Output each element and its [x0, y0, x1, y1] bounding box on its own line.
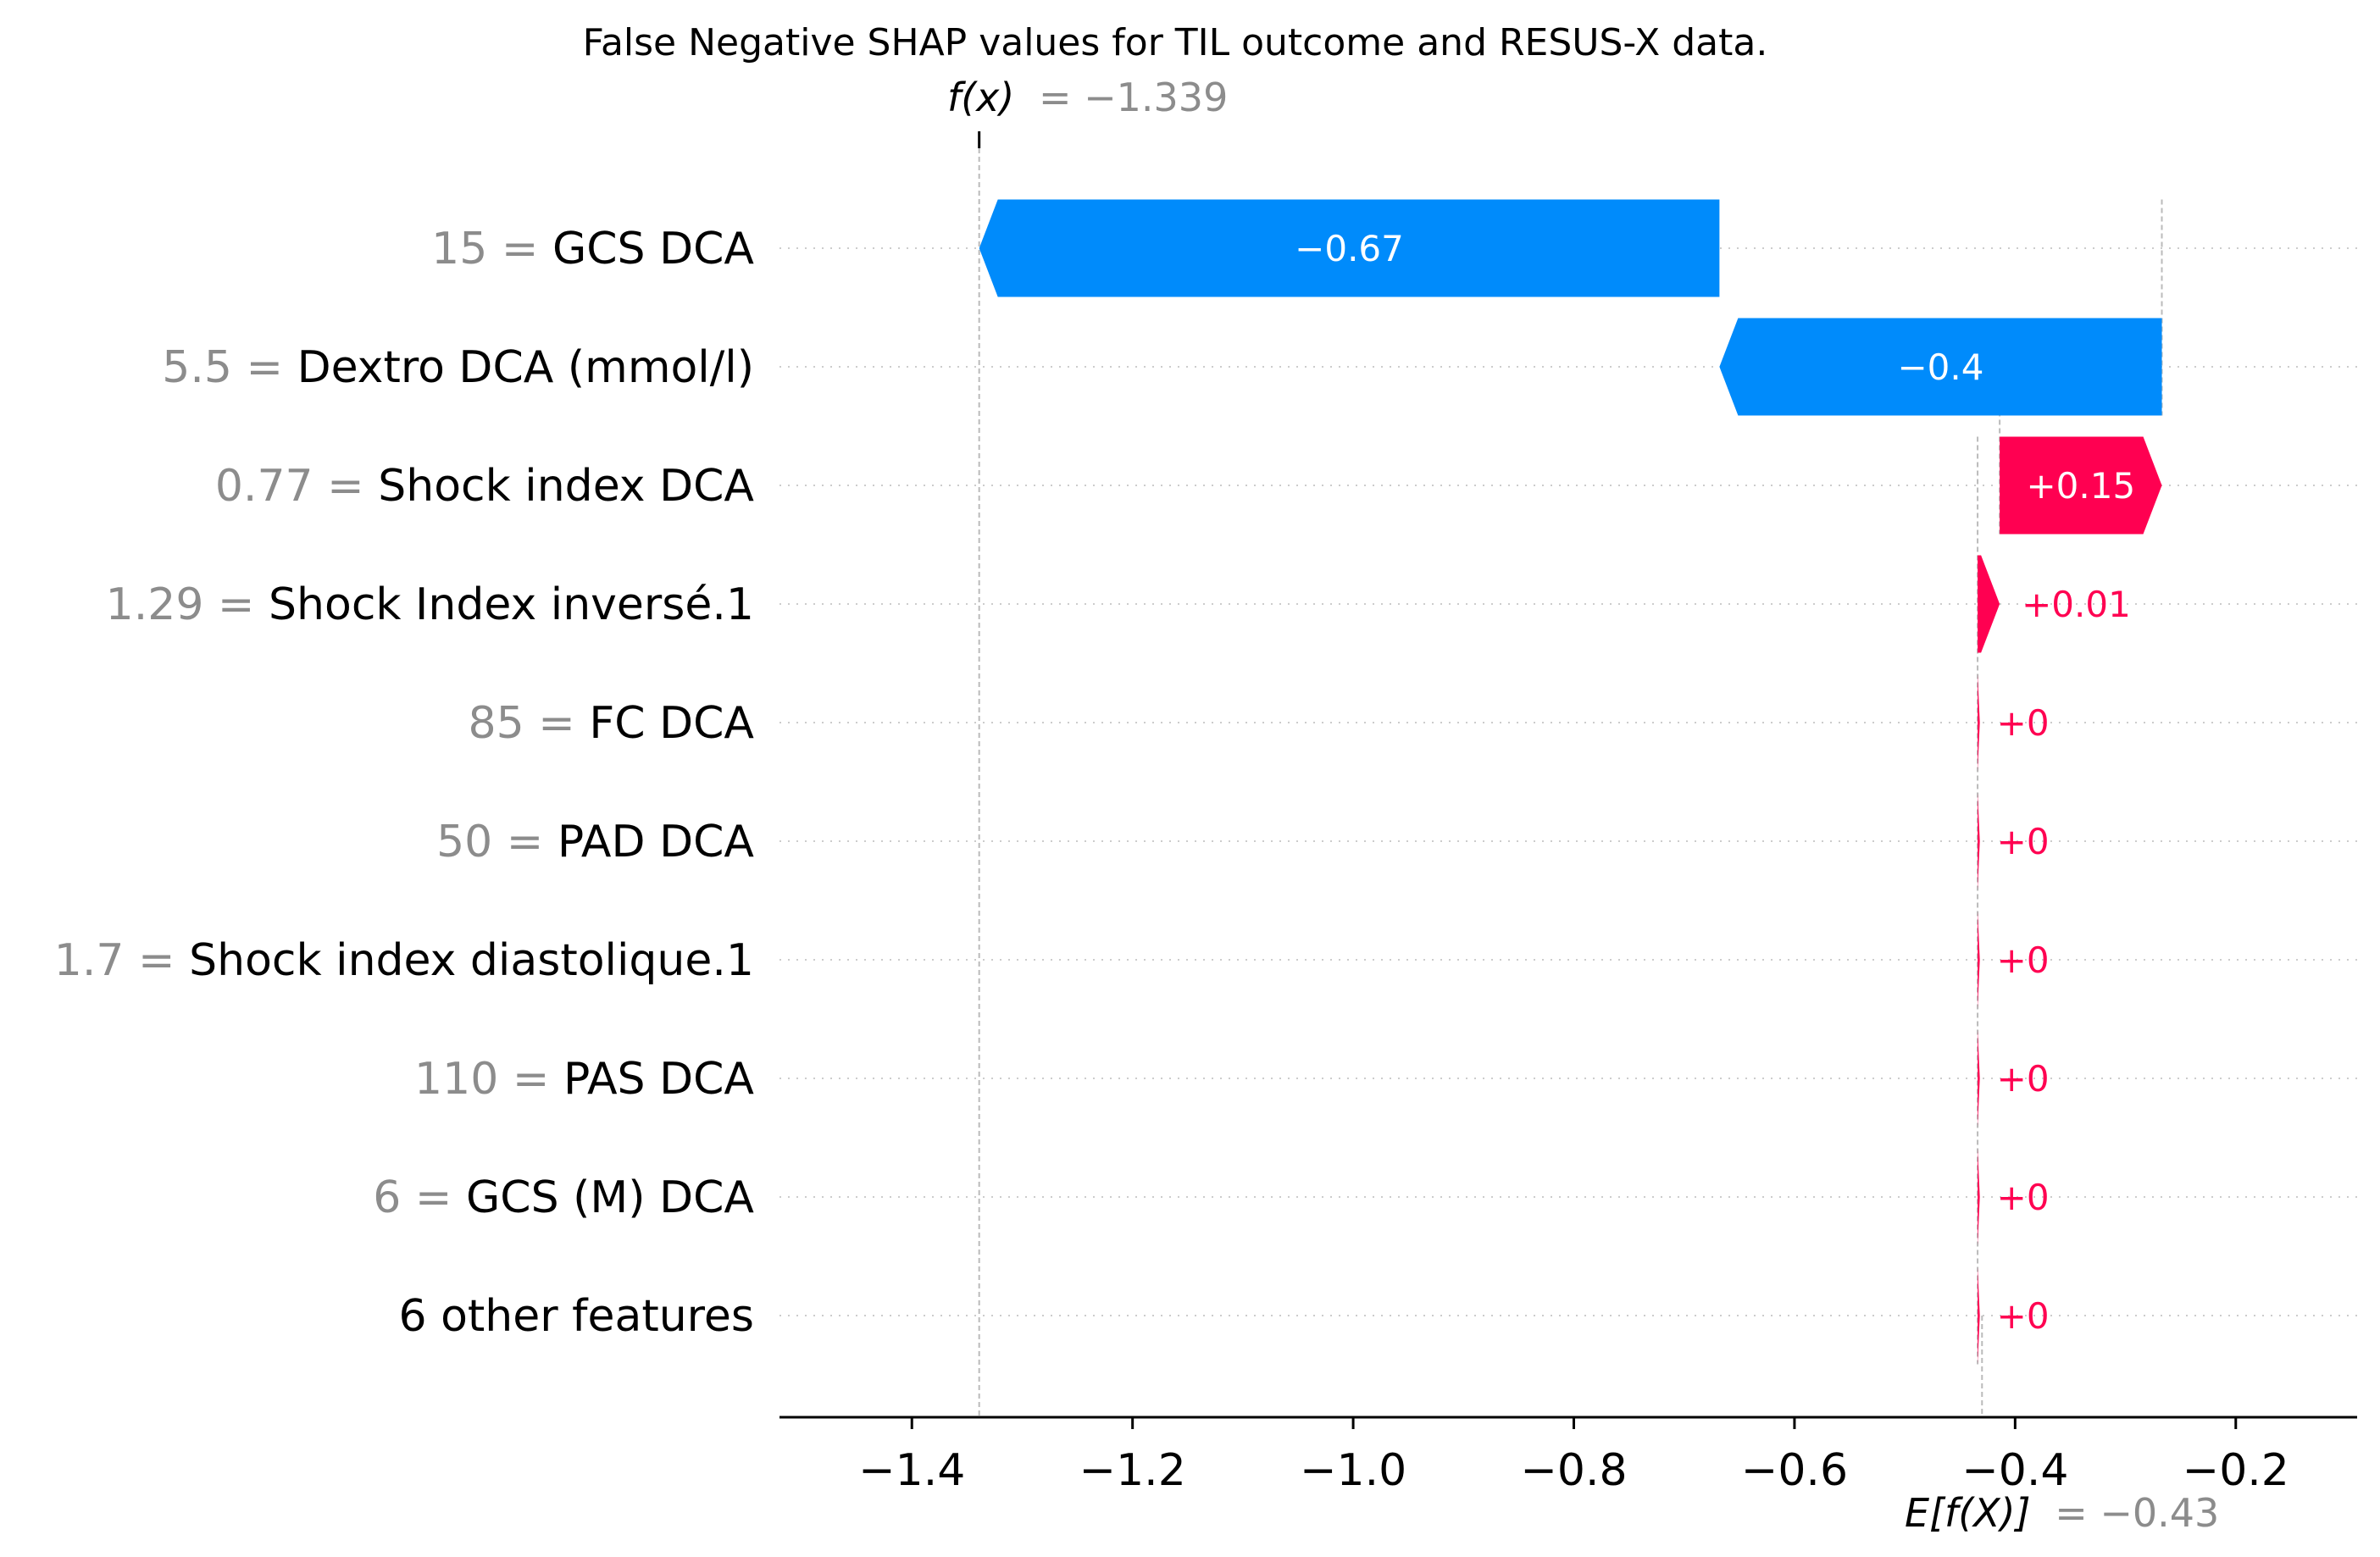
bar-value-label: −0.67 — [1295, 228, 1404, 269]
chart-title: False Negative SHAP values for TIL outco… — [583, 21, 1768, 64]
bar-value-label: +0.01 — [2022, 584, 2131, 625]
bars — [979, 199, 2162, 1365]
base-value-annotation: E[f(X)] = −0.43 — [1905, 1490, 2219, 1536]
fx-annotation: f(x) = −1.339 — [947, 75, 1228, 120]
x-tick-label: −1.2 — [1079, 1445, 1186, 1496]
bar-value-label: −0.4 — [1897, 346, 1983, 388]
bar-positive — [2000, 436, 2162, 535]
x-tick-label: −0.6 — [1741, 1445, 1848, 1496]
x-tick-label: −1.0 — [1300, 1445, 1406, 1496]
feature-value: 0.77 = — [215, 461, 378, 512]
fx-label: f(x) — [947, 75, 1014, 120]
bar-positive — [1978, 1266, 1980, 1365]
feature-name: PAS DCA — [563, 1054, 754, 1105]
feature-name: PAD DCA — [558, 817, 755, 867]
feature-label: 85 = FC DCA — [469, 698, 755, 749]
bar-positive — [1978, 911, 1980, 1009]
feature-value: 6 = — [373, 1172, 466, 1223]
feature-labels: 15 = GCS DCA 5.5 = Dextro DCA (mmol/l) 0.7… — [54, 224, 755, 1342]
feature-value: 1.7 = — [54, 935, 189, 986]
bar-value-label: +0 — [1997, 702, 2050, 744]
feature-label: 5.5 = Dextro DCA (mmol/l) — [162, 342, 754, 393]
feature-name: GCS (M) DCA — [466, 1172, 754, 1223]
x-tick-label: −1.4 — [858, 1445, 965, 1496]
bar-positive — [1978, 673, 1980, 772]
feature-label: 6 other features — [398, 1291, 754, 1342]
feature-value: 1.29 = — [106, 579, 269, 630]
feature-label: 1.7 = Shock index diastolique.1 — [54, 935, 754, 986]
feature-label: 0.77 = Shock index DCA — [215, 461, 755, 512]
bar-positive — [1978, 1148, 1980, 1246]
x-tick-label: −0.4 — [1961, 1445, 2068, 1496]
bar-value-label: +0 — [1997, 1295, 2050, 1337]
feature-name: FC DCA — [589, 698, 754, 749]
bar-positive — [1978, 1029, 1980, 1128]
feature-name: Dextro DCA (mmol/l) — [297, 342, 754, 393]
feature-name: Shock index DCA — [378, 461, 754, 512]
feature-value: 85 = — [469, 698, 590, 749]
feature-value: 50 = — [436, 817, 558, 867]
feature-name: Shock Index inversé.1 — [269, 579, 754, 630]
bar-value-label: +0 — [1997, 939, 2050, 981]
fx-value: = −1.339 — [1039, 75, 1228, 120]
base-value: = −0.43 — [2055, 1490, 2219, 1536]
feature-value: 5.5 = — [162, 342, 297, 393]
bar-value-label: +0 — [1997, 1177, 2050, 1218]
bar-positive — [1978, 792, 1980, 890]
feature-name: 6 other features — [398, 1291, 754, 1342]
feature-name: Shock index diastolique.1 — [189, 935, 754, 986]
bar-positive — [1978, 555, 2000, 653]
feature-label: 1.29 = Shock Index inversé.1 — [106, 579, 754, 630]
feature-label: 110 = PAS DCA — [414, 1054, 754, 1105]
x-tick-label: −0.8 — [1520, 1445, 1627, 1496]
bar-value-label: +0 — [1997, 1058, 2050, 1100]
x-axis: −1.4 −1.2 −1.0 −0.8 −0.6 −0.4 −0.2 — [779, 1416, 2357, 1496]
bar-labels: −0.67 −0.4 +0.15 +0.01 +0 +0 +0 +0 +0 +0 — [1295, 228, 2135, 1337]
feature-value: 110 = — [414, 1054, 563, 1105]
feature-name: GCS DCA — [552, 224, 754, 274]
bar-value-label: +0 — [1997, 821, 2050, 862]
feature-label: 15 = GCS DCA — [431, 224, 754, 274]
feature-value: 15 = — [431, 224, 552, 274]
x-tick-label: −0.2 — [2183, 1445, 2289, 1496]
gridlines — [779, 247, 2357, 1316]
bar-negative — [1719, 318, 2162, 416]
svg-text:E[f(X)] = −0.43: E[f(X)] = −0.43 — [1905, 1490, 2219, 1536]
feature-label: 50 = PAD DCA — [436, 817, 754, 867]
bar-value-label: +0.15 — [2026, 465, 2135, 507]
svg-text:f(x) = −1.339: f(x) = −1.339 — [947, 75, 1228, 120]
bar-negative — [979, 199, 1720, 297]
feature-label: 6 = GCS (M) DCA — [373, 1172, 754, 1223]
base-label: E[f(X)] — [1905, 1490, 2031, 1536]
